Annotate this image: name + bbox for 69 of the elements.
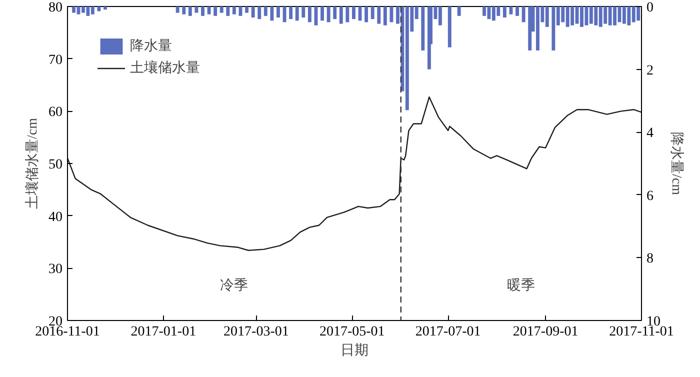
x-tick-label: 2017-01-01 <box>130 324 196 340</box>
bar <box>276 6 280 18</box>
bar <box>457 6 461 16</box>
bar <box>333 6 337 20</box>
bar <box>72 6 76 13</box>
bar <box>448 6 452 48</box>
bar <box>270 6 274 21</box>
legend-label: 降水量 <box>130 38 172 55</box>
bar <box>509 6 513 14</box>
bar <box>339 6 343 24</box>
y2-tick-label: 6 <box>646 188 654 204</box>
bar <box>295 6 299 21</box>
bar <box>182 6 186 14</box>
y2-axis-title: 降水量/cm <box>668 132 684 196</box>
bar <box>245 6 249 13</box>
bar <box>188 6 192 16</box>
bar <box>201 6 204 16</box>
bar <box>308 6 312 22</box>
bar <box>289 6 293 20</box>
annotation: 冷季 <box>220 277 248 294</box>
bar <box>302 6 306 18</box>
x-tick-label: 2017-09-01 <box>512 324 578 340</box>
x-axis-title: 日期 <box>340 342 368 358</box>
x-tick-label: 2017-11-01 <box>609 324 674 340</box>
bar <box>352 6 356 20</box>
y2-tick-label: 4 <box>646 126 654 142</box>
bar <box>326 6 330 22</box>
bar <box>421 6 425 50</box>
bar <box>251 6 255 18</box>
bar <box>522 6 526 22</box>
x-tick-label: 2017-03-01 <box>224 324 289 340</box>
bar <box>438 6 442 26</box>
bar <box>320 6 324 21</box>
y-tick-label: 70 <box>48 52 62 68</box>
bar <box>377 6 381 24</box>
x-tick-label: 2017-05-01 <box>319 324 385 340</box>
y2-tick-label: 8 <box>646 252 654 267</box>
y2-tick-label: 0 <box>646 0 654 16</box>
bar <box>214 6 218 16</box>
bar <box>528 6 532 50</box>
bar <box>176 6 180 13</box>
bar <box>207 6 211 14</box>
bar <box>194 6 198 13</box>
bar <box>390 6 394 22</box>
bar <box>516 6 519 16</box>
annotation: 暖季 <box>507 277 536 294</box>
bar <box>502 6 506 18</box>
bar <box>104 6 107 10</box>
bar <box>346 6 350 22</box>
legend-label: 土壤储水量 <box>130 59 200 77</box>
bar <box>314 6 318 26</box>
y-axis-title: 土壤储水量/cm <box>24 118 40 209</box>
y2-tick-label: 2 <box>646 63 654 78</box>
line-series <box>68 96 642 251</box>
y-tick-label: 40 <box>48 210 62 225</box>
bar <box>364 6 368 22</box>
y-tick-label: 60 <box>48 105 62 120</box>
bar <box>383 6 387 26</box>
bar <box>258 6 262 20</box>
bar <box>220 6 224 13</box>
bar <box>232 6 236 14</box>
y-tick-label: 50 <box>48 158 62 172</box>
y-tick-label: 80 <box>48 0 62 16</box>
bar <box>226 6 230 16</box>
bar <box>97 6 101 12</box>
bar <box>370 6 374 20</box>
bar <box>264 6 268 16</box>
x-tick-label: 2017-07-01 <box>415 324 481 340</box>
y-tick-label: 30 <box>48 262 62 278</box>
